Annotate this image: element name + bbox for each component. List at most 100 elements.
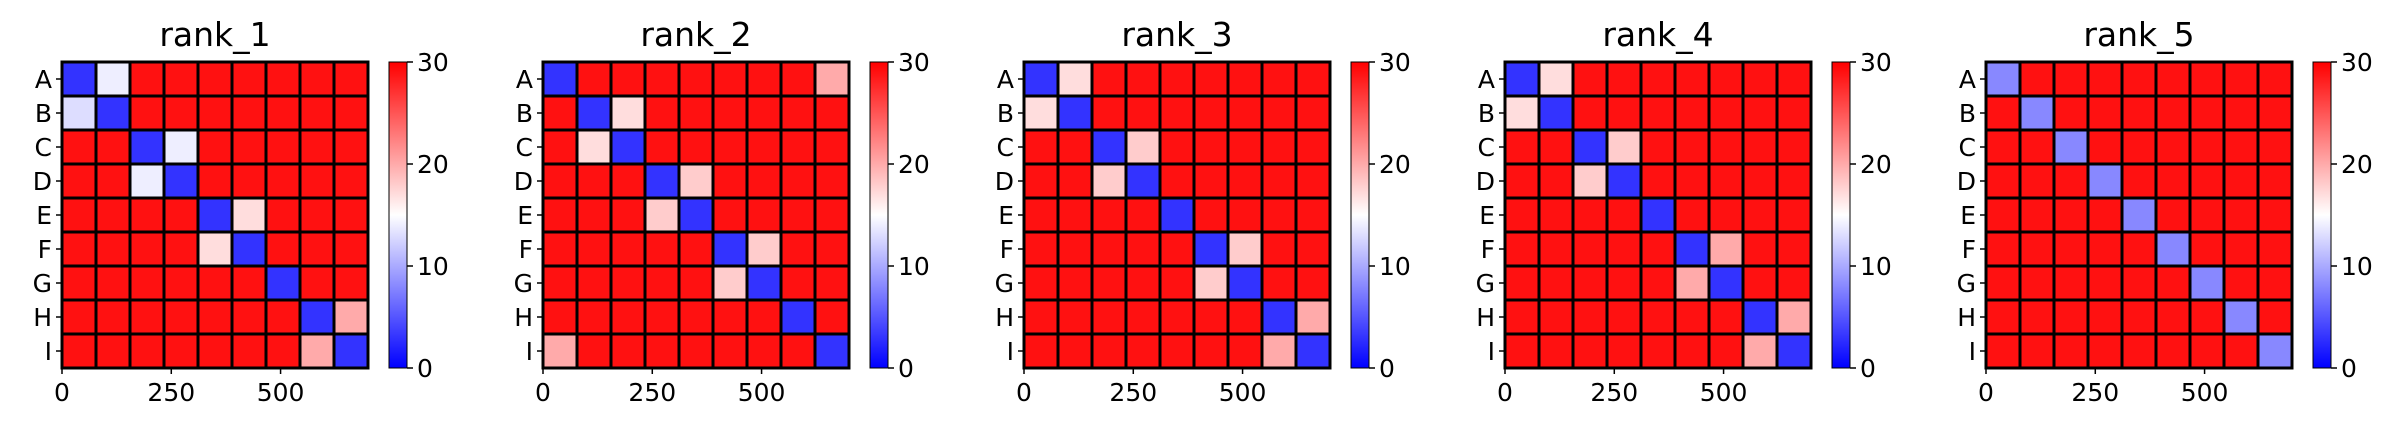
heatmap-cell [2154, 128, 2192, 166]
heatmap-cell [745, 60, 783, 98]
heatmap-cell [196, 332, 234, 370]
heatmap-cell [1090, 94, 1128, 132]
colorbar-tick-label: 0 [1379, 354, 1395, 383]
heatmap-cell [575, 128, 613, 166]
y-tick-label: D [1476, 167, 1495, 196]
heatmap-cell [677, 230, 715, 268]
y-tick-label: I [45, 337, 52, 366]
colorbar-tick-label: 10 [1860, 252, 1892, 281]
heatmap-cell [2120, 298, 2158, 336]
x-tick-label: 0 [1978, 378, 1994, 407]
heatmap-cell [1158, 128, 1196, 166]
heatmap-cell [1226, 298, 1264, 336]
heatmap-cell [230, 60, 268, 98]
y-tick-label: G [1476, 269, 1495, 298]
heatmap-cell [1741, 94, 1779, 132]
heatmap-cell [128, 162, 166, 200]
heatmap-cell [1260, 230, 1298, 268]
y-tick-label: B [516, 99, 533, 128]
heatmap-cell [677, 298, 715, 336]
heatmap-cell [745, 162, 783, 200]
heatmap-cell [332, 230, 370, 268]
heatmap-cell [1571, 332, 1609, 370]
heatmap-cell [332, 196, 370, 234]
heatmap-cell [128, 94, 166, 132]
heatmap-cell [1984, 128, 2022, 166]
heatmap-cell [230, 94, 268, 132]
heatmap-cell [1503, 60, 1541, 98]
heatmap-cell [2222, 162, 2260, 200]
y-tick-label: I [526, 337, 533, 366]
heatmap-cell [196, 196, 234, 234]
heatmap-cell [162, 264, 200, 302]
heatmap-cell [779, 264, 817, 302]
heatmap-cell [1984, 162, 2022, 200]
heatmap-cell [1984, 230, 2022, 268]
y-tick-label: F [1481, 235, 1495, 264]
heatmap-cell [1124, 332, 1162, 370]
heatmap-cell [162, 298, 200, 336]
heatmap-cell [162, 196, 200, 234]
y-tick-label: D [1957, 167, 1976, 196]
heatmap-cell [332, 60, 370, 98]
x-tick-label: 500 [1219, 378, 1267, 407]
heatmap-cell [196, 94, 234, 132]
heatmap-cell [2188, 128, 2226, 166]
heatmap-cell [2222, 60, 2260, 98]
heatmap-cell [1056, 332, 1094, 370]
heatmap-cell [1639, 196, 1677, 234]
heatmap-cell [94, 298, 132, 336]
heatmap-cell [264, 332, 302, 370]
heatmap-cell [1537, 332, 1575, 370]
heatmap-cell [2256, 230, 2294, 268]
heatmap-cell [1090, 264, 1128, 302]
heatmap-cell [1707, 264, 1745, 302]
heatmap-cell [1707, 230, 1745, 268]
y-tick-label: I [1969, 337, 1976, 366]
heatmap-cell [813, 264, 851, 302]
heatmap-cell [1639, 332, 1677, 370]
heatmap-cell [2222, 298, 2260, 336]
heatmap-cell [1022, 264, 1060, 302]
heatmap-cell [1984, 60, 2022, 98]
heatmap-cell [1639, 128, 1677, 166]
colorbar-tick-label: 10 [2341, 252, 2373, 281]
heatmap-cell [1124, 298, 1162, 336]
heatmap-cell [541, 230, 579, 268]
heatmap-cell [745, 128, 783, 166]
heatmap-cell [1775, 128, 1813, 166]
heatmap-cell [745, 264, 783, 302]
heatmap-cell [1158, 94, 1196, 132]
heatmap-cell [1022, 298, 1060, 336]
y-tick-label: H [995, 303, 1014, 332]
heatmap-cell [2018, 60, 2056, 98]
heatmap-cell [609, 332, 647, 370]
heatmap-cell [2018, 332, 2056, 370]
colorbar-tick-label: 20 [2341, 150, 2373, 179]
heatmap-cell [1537, 298, 1575, 336]
heatmap-cell [264, 298, 302, 336]
heatmap-cell [1294, 196, 1332, 234]
heatmap-cell [264, 94, 302, 132]
heatmap-cell [1673, 94, 1711, 132]
heatmap-cell [1741, 162, 1779, 200]
y-tick-label: E [1479, 201, 1495, 230]
heatmap-cell [1605, 94, 1643, 132]
heatmap-cell [2256, 60, 2294, 98]
heatmap-cell [94, 60, 132, 98]
heatmap-cell [575, 230, 613, 268]
y-tick-label: C [1959, 133, 1976, 162]
x-tick-label: 250 [1590, 378, 1638, 407]
heatmap-cell [1294, 162, 1332, 200]
heatmap-cell [677, 332, 715, 370]
heatmap-cell [677, 94, 715, 132]
heatmap-cell [1741, 298, 1779, 336]
heatmap-cell [1192, 264, 1230, 302]
y-tick-label: E [36, 201, 52, 230]
colorbar-tick-label: 30 [898, 48, 930, 77]
heatmap-cell [1260, 264, 1298, 302]
y-tick-label: A [1478, 65, 1495, 94]
heatmap-cell [1775, 230, 1813, 268]
heatmap-cell [2052, 230, 2090, 268]
